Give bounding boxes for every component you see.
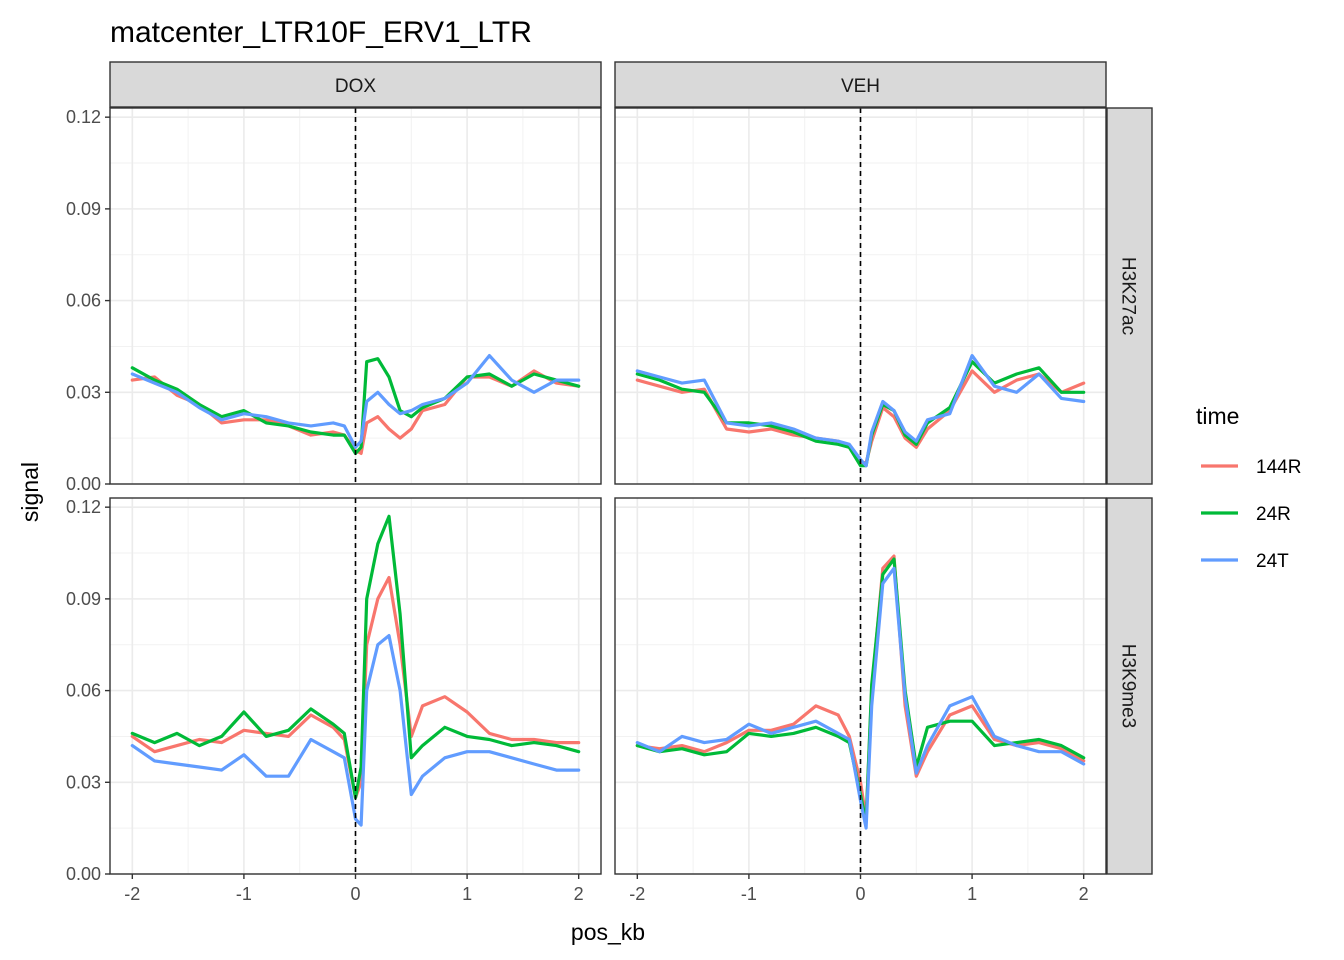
legend-item-144r: 144R [1201,457,1301,478]
strip-label: VEH [841,76,880,97]
x-tick-label: -2 [124,884,140,904]
strip-label: H3K9me3 [1118,644,1139,729]
x-tick-label: -2 [629,884,645,904]
axes: 0.00 0.03 0.06 0.09 0.12 0.00 0.03 0.06 0.09 0.12… [66,107,1089,904]
series-line-24r [130,514,581,800]
strip-label: H3K27ac [1118,257,1139,335]
series-line-144r [130,369,581,455]
series-line-24r [130,357,581,455]
series-line-24t [130,633,581,827]
series-line-24t [635,566,1086,830]
panel-veh-h3k9me3 [614,497,1107,875]
strip-veh [614,61,1107,108]
x-tick-label: -1 [741,884,757,904]
y-tick-label: 0.03 [66,772,101,792]
y-axis-title: signal [17,462,43,522]
x-tick-label: 0 [855,884,865,904]
legend-item-24r: 24R [1201,504,1291,525]
x-axis-title: pos_kb [571,919,645,945]
panel-dox-h3k9me3 [109,497,602,875]
panel-veh-h3k27ac [614,107,1107,485]
x-tick-label: 2 [574,884,584,904]
panel-dox-h3k27ac [109,107,602,485]
legend-label: 24R [1256,504,1291,525]
panel-border [109,107,602,485]
y-tick-label: 0.12 [66,497,101,517]
legend-label: 144R [1256,457,1301,478]
y-tick-label: 0.03 [66,382,101,402]
x-tick-label: 0 [350,884,360,904]
strip-label: DOX [335,76,377,97]
chart-title: matcenter_LTR10F_ERV1_LTR [110,16,532,49]
y-tick-label: 0.09 [66,589,101,609]
y-tick-label: 0.12 [66,107,101,127]
y-tick-label: 0.00 [66,474,101,494]
x-tick-label: 1 [967,884,977,904]
y-tick-label: 0.00 [66,864,101,884]
panel-border [614,107,1107,485]
y-tick-label: 0.06 [66,681,101,701]
x-tick-label: 1 [462,884,472,904]
legend-title: time [1196,403,1239,429]
y-tick-label: 0.06 [66,291,101,311]
facet-panels [109,107,1107,875]
facet-strips: DOX VEH H3K27ac H3K9me3 [109,61,1153,875]
series-line-24t [635,354,1086,468]
legend-label: 24T [1256,551,1289,572]
x-tick-label: -1 [236,884,252,904]
strip-h3k9me3 [1106,497,1153,875]
series-line-24t [130,354,581,449]
legend: time 144R 24R 24T [1196,403,1301,572]
y-tick-label: 0.09 [66,199,101,219]
strip-dox [109,61,602,108]
strip-h3k27ac [1106,107,1153,485]
legend-item-24t: 24T [1201,551,1289,572]
x-tick-label: 2 [1079,884,1089,904]
